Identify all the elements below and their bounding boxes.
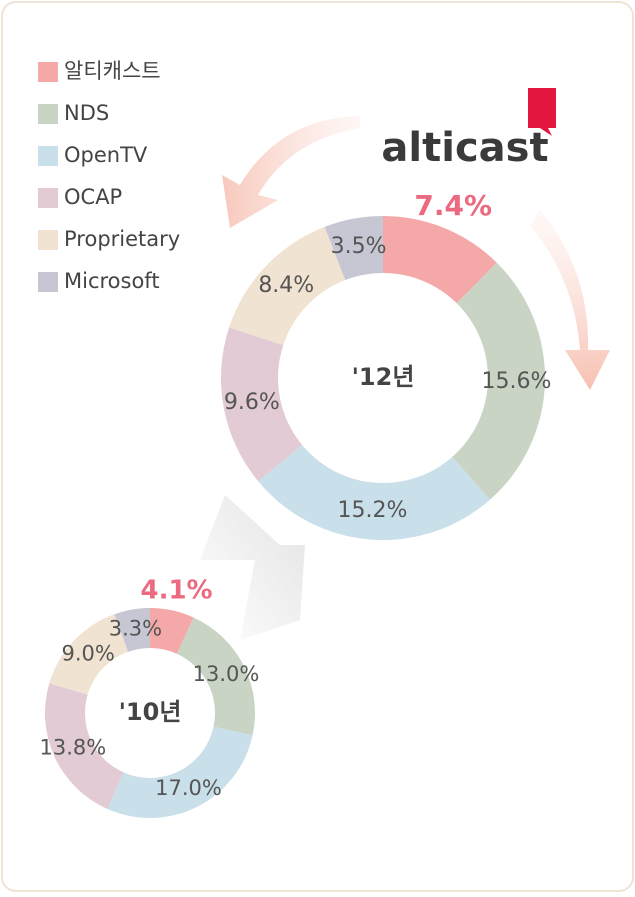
legend-label: NDS [64,101,109,125]
data-label: 3.5% [331,234,387,259]
legend-swatch [38,230,58,250]
donut-segment [229,226,346,346]
legend-swatch [38,272,58,292]
donut-segment [258,444,490,541]
legend-swatch [38,146,58,166]
arrow [200,495,305,640]
donut-segment [383,216,497,304]
data-label: 15.6% [481,369,551,394]
logo: alticast [381,125,548,171]
arrow [530,210,610,390]
legend-label: Microsoft [64,269,160,293]
data-label: 15.2% [338,498,408,523]
legend-label: Proprietary [64,227,180,251]
donut-segment [114,608,150,652]
highlight-label: 7.4% [414,189,492,222]
logo-flag [528,88,556,136]
data-label: 9.0% [62,642,115,666]
donut-segment [107,726,253,819]
arrow [222,116,360,228]
data-label: 13.8% [39,736,106,760]
center-label: '12년 [352,363,415,391]
data-label: 13.0% [193,662,260,686]
data-label: 8.4% [258,273,314,298]
donut-segment [324,216,383,281]
donut-segment [150,608,194,654]
legend-swatch [38,104,58,124]
donut-segment [44,683,124,809]
legend-label: OCAP [64,185,122,209]
data-label: 17.0% [155,776,222,800]
data-label: 3.3% [109,616,162,640]
donut-segment [176,617,256,736]
legend-swatch [38,188,58,208]
legend-label: 알티캐스트 [64,59,161,83]
highlight-label: 4.1% [140,575,212,605]
data-label: 9.6% [224,390,280,415]
center-label: '10년 [119,698,182,726]
legend-label: OpenTV [64,143,148,167]
donut-segment [49,614,129,695]
donut-segment [452,262,545,500]
legend-swatch [38,62,58,82]
donut-segment [221,327,303,482]
